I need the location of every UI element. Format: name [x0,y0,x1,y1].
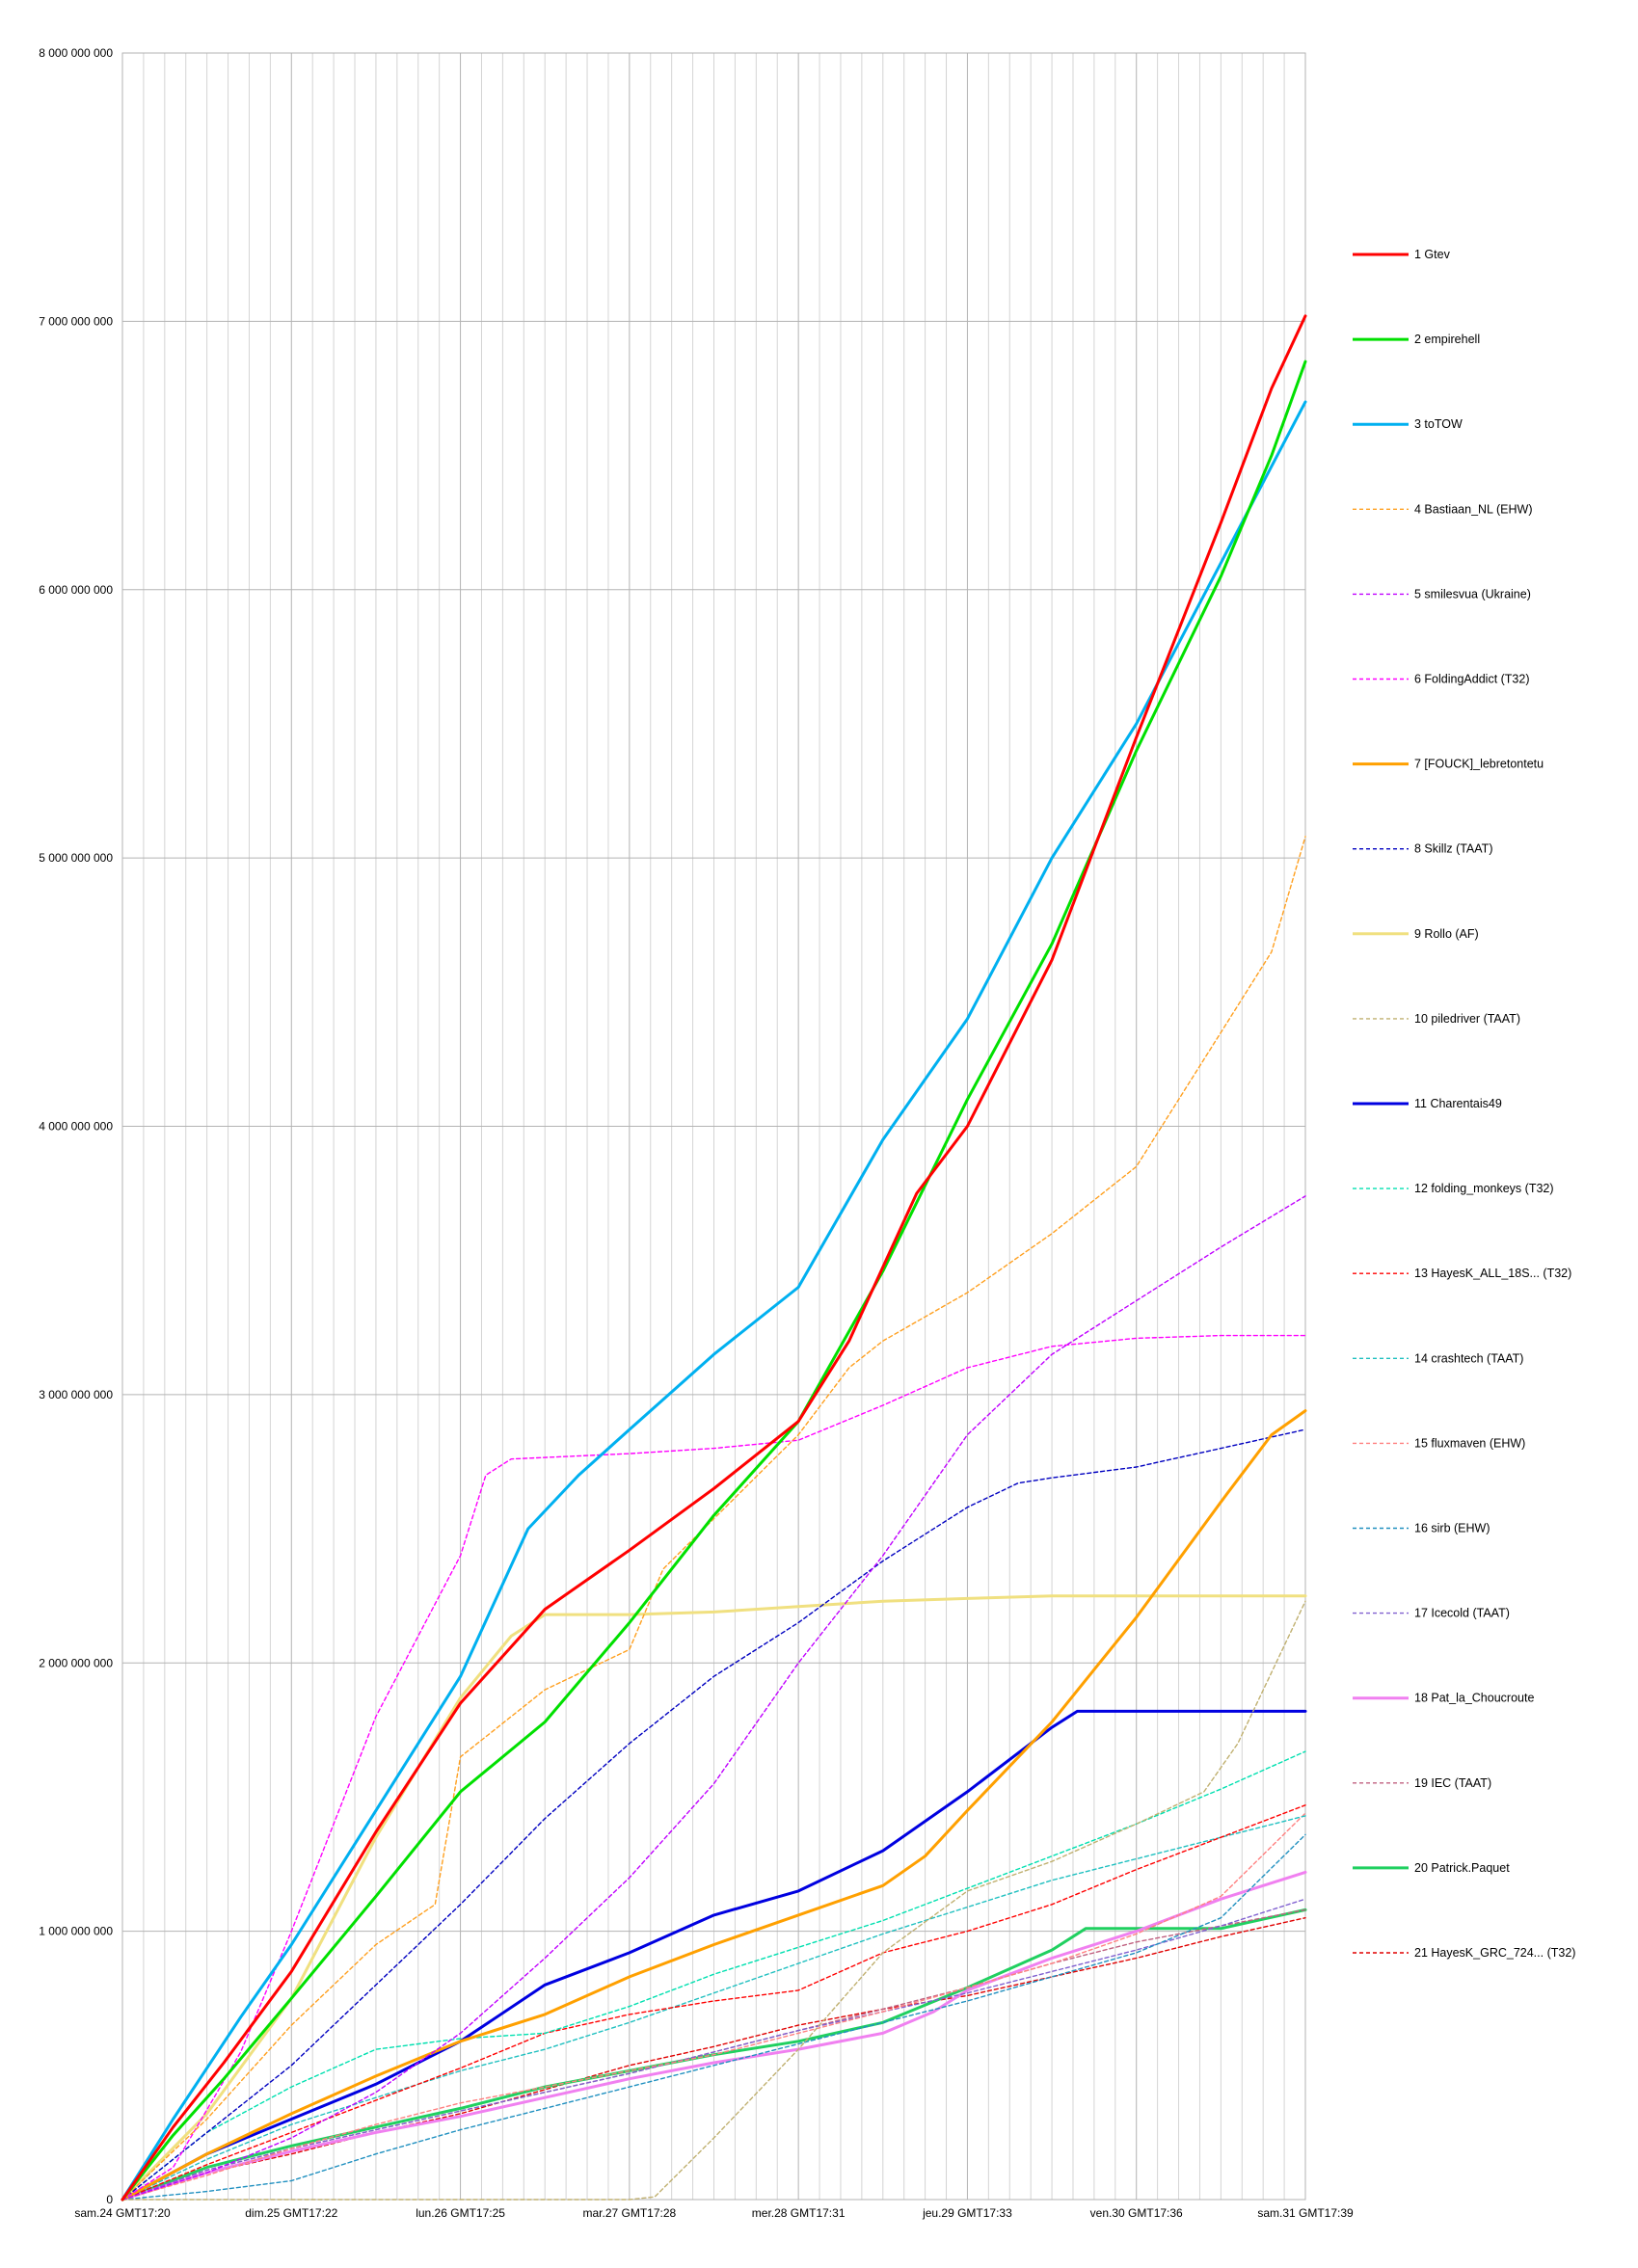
y-tick-label: 2 000 000 000 [39,1656,113,1669]
y-axis-labels: 0 1 000 000 000 2 000 000 000 3 000 000 000… [39,46,113,2206]
y-tick-label: 7 000 000 000 [39,314,113,328]
x-tick-label: sam.31 GMT17:39 [1257,2206,1354,2220]
series-lines [121,314,1307,2201]
x-tick-label: jeu.29 GMT17:33 [922,2206,1012,2220]
legend-label: 9 Rollo (AF) [1414,927,1479,941]
series-line [121,1833,1306,2201]
legend-label: 14 crashtech (TAAT) [1414,1351,1523,1365]
series-line [121,400,1307,2201]
series-line [121,1815,1306,2201]
series-line [121,314,1307,2201]
legend-label: 18 Pat_la_Choucroute [1414,1692,1534,1705]
legend-label: 20 Patrick.Paquet [1414,1861,1510,1875]
y-tick-label: 6 000 000 000 [39,583,113,597]
x-tick-label: lun.26 GMT17:25 [416,2206,505,2220]
x-tick-label: mar.27 GMT17:28 [582,2206,676,2220]
legend-label: 4 Bastiaan_NL (EHW) [1414,502,1533,516]
y-tick-label: 8 000 000 000 [39,46,113,60]
legend-label: 8 Skillz (TAAT) [1414,842,1492,856]
y-tick-label: 4 000 000 000 [39,1120,113,1134]
series-line [121,1870,1307,2201]
legend-label: 2 empirehell [1414,333,1480,346]
series-line [121,836,1306,2201]
legend-label: 6 FoldingAddict (T32) [1414,673,1530,686]
legend-label: 5 smilesvua (Ukraine) [1414,587,1531,600]
series-line [121,1709,1307,2201]
series-line [121,1409,1307,2201]
legend-label: 19 IEC (TAAT) [1414,1776,1491,1790]
legend-label: 21 HayesK_GRC_724... (T32) [1414,1946,1575,1960]
x-tick-label: dim.25 GMT17:22 [245,2206,337,2220]
legend-label: 16 sirb (EHW) [1414,1522,1490,1535]
series-line [121,1804,1306,2201]
legend-label: 11 Charentais49 [1414,1097,1502,1110]
legend: 1 Gtev 2 empirehell 3 toTOW 4 Bastiaan_NL (… [1353,248,1575,1960]
series-line [121,1750,1306,2201]
y-tick-label: 0 [106,2193,113,2206]
legend-label: 13 HayesK_ALL_18S... (T32) [1414,1267,1571,1280]
legend-label: 17 Icecold (TAAT) [1414,1607,1510,1620]
legend-label: 1 Gtev [1414,248,1451,261]
legend-label: 15 fluxmaven (EHW) [1414,1436,1525,1450]
x-tick-label: mer.28 GMT17:31 [752,2206,846,2220]
x-tick-label: ven.30 GMT17:36 [1090,2206,1183,2220]
y-tick-label: 1 000 000 000 [39,1925,113,1938]
series-line [121,1428,1306,2201]
x-axis-labels: sam.24 GMT17:20 dim.25 GMT17:22 lun.26 GMT… [74,2206,1354,2220]
plot-area-border [121,52,1306,2201]
series-line [121,1600,1306,2201]
y-tick-label: 5 000 000 000 [39,851,113,865]
x-tick-label: sam.24 GMT17:20 [74,2206,171,2220]
series-line [121,1916,1306,2201]
series-line [121,360,1307,2201]
legend-label: 12 folding_monkeys (T32) [1414,1182,1554,1195]
series-line [121,1594,1307,2201]
series-line [121,1334,1306,2201]
series-line [121,1898,1306,2201]
legend-label: 3 toTOW [1414,417,1463,431]
plot-frame [121,52,1306,2201]
series-line [121,1195,1306,2201]
series-line [121,1812,1306,2201]
y-tick-label: 3 000 000 000 [39,1388,113,1401]
legend-label: 7 [FOUCK]_lebretontetu [1414,758,1544,771]
legend-label: 10 piledriver (TAAT) [1414,1012,1520,1026]
